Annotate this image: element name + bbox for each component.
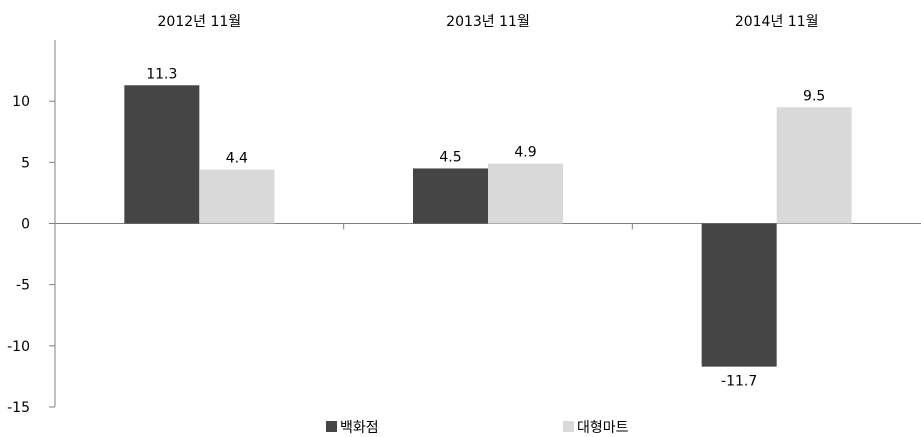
- y-tick-label: 0: [21, 217, 30, 233]
- category-labels: 2012년 11월 2013년 11월 2014년 11월: [158, 14, 819, 30]
- category-label: 2012년 11월: [158, 14, 242, 30]
- data-label: 4.5: [439, 149, 461, 165]
- legend-swatch: [326, 421, 337, 432]
- bar-hypermarket: [776, 107, 852, 224]
- y-tick-label: -5: [16, 278, 30, 294]
- data-label: 11.3: [146, 66, 177, 82]
- y-tick-label: 10: [12, 94, 30, 110]
- category-label: 2014년 11월: [735, 14, 819, 30]
- legend-label: 대형마트: [577, 420, 629, 436]
- legend: 백화점 대형마트: [326, 420, 629, 436]
- category-label: 2013년 11월: [446, 14, 530, 30]
- data-label: -11.7: [721, 374, 757, 390]
- bar-hypermarket: [488, 163, 563, 224]
- bar-department-store: [701, 223, 777, 367]
- data-labels: 11.3 4.5 -11.7 4.4 4.9 9.5: [146, 66, 825, 389]
- data-label: 4.4: [226, 151, 248, 167]
- bar-department-store: [413, 168, 488, 224]
- bar-department-store: [124, 85, 200, 224]
- y-axis-ticks: 10 5 0 -5 -10 -15: [7, 94, 55, 416]
- y-tick-label: -15: [7, 400, 30, 416]
- bar-series: [124, 85, 852, 367]
- data-label: 4.9: [514, 145, 536, 161]
- y-tick-label: -10: [7, 339, 30, 355]
- data-label: 9.5: [803, 88, 825, 104]
- legend-swatch: [563, 421, 574, 432]
- bar-hypermarket: [199, 169, 275, 224]
- legend-label: 백화점: [340, 420, 379, 436]
- y-tick-label: 5: [21, 155, 30, 171]
